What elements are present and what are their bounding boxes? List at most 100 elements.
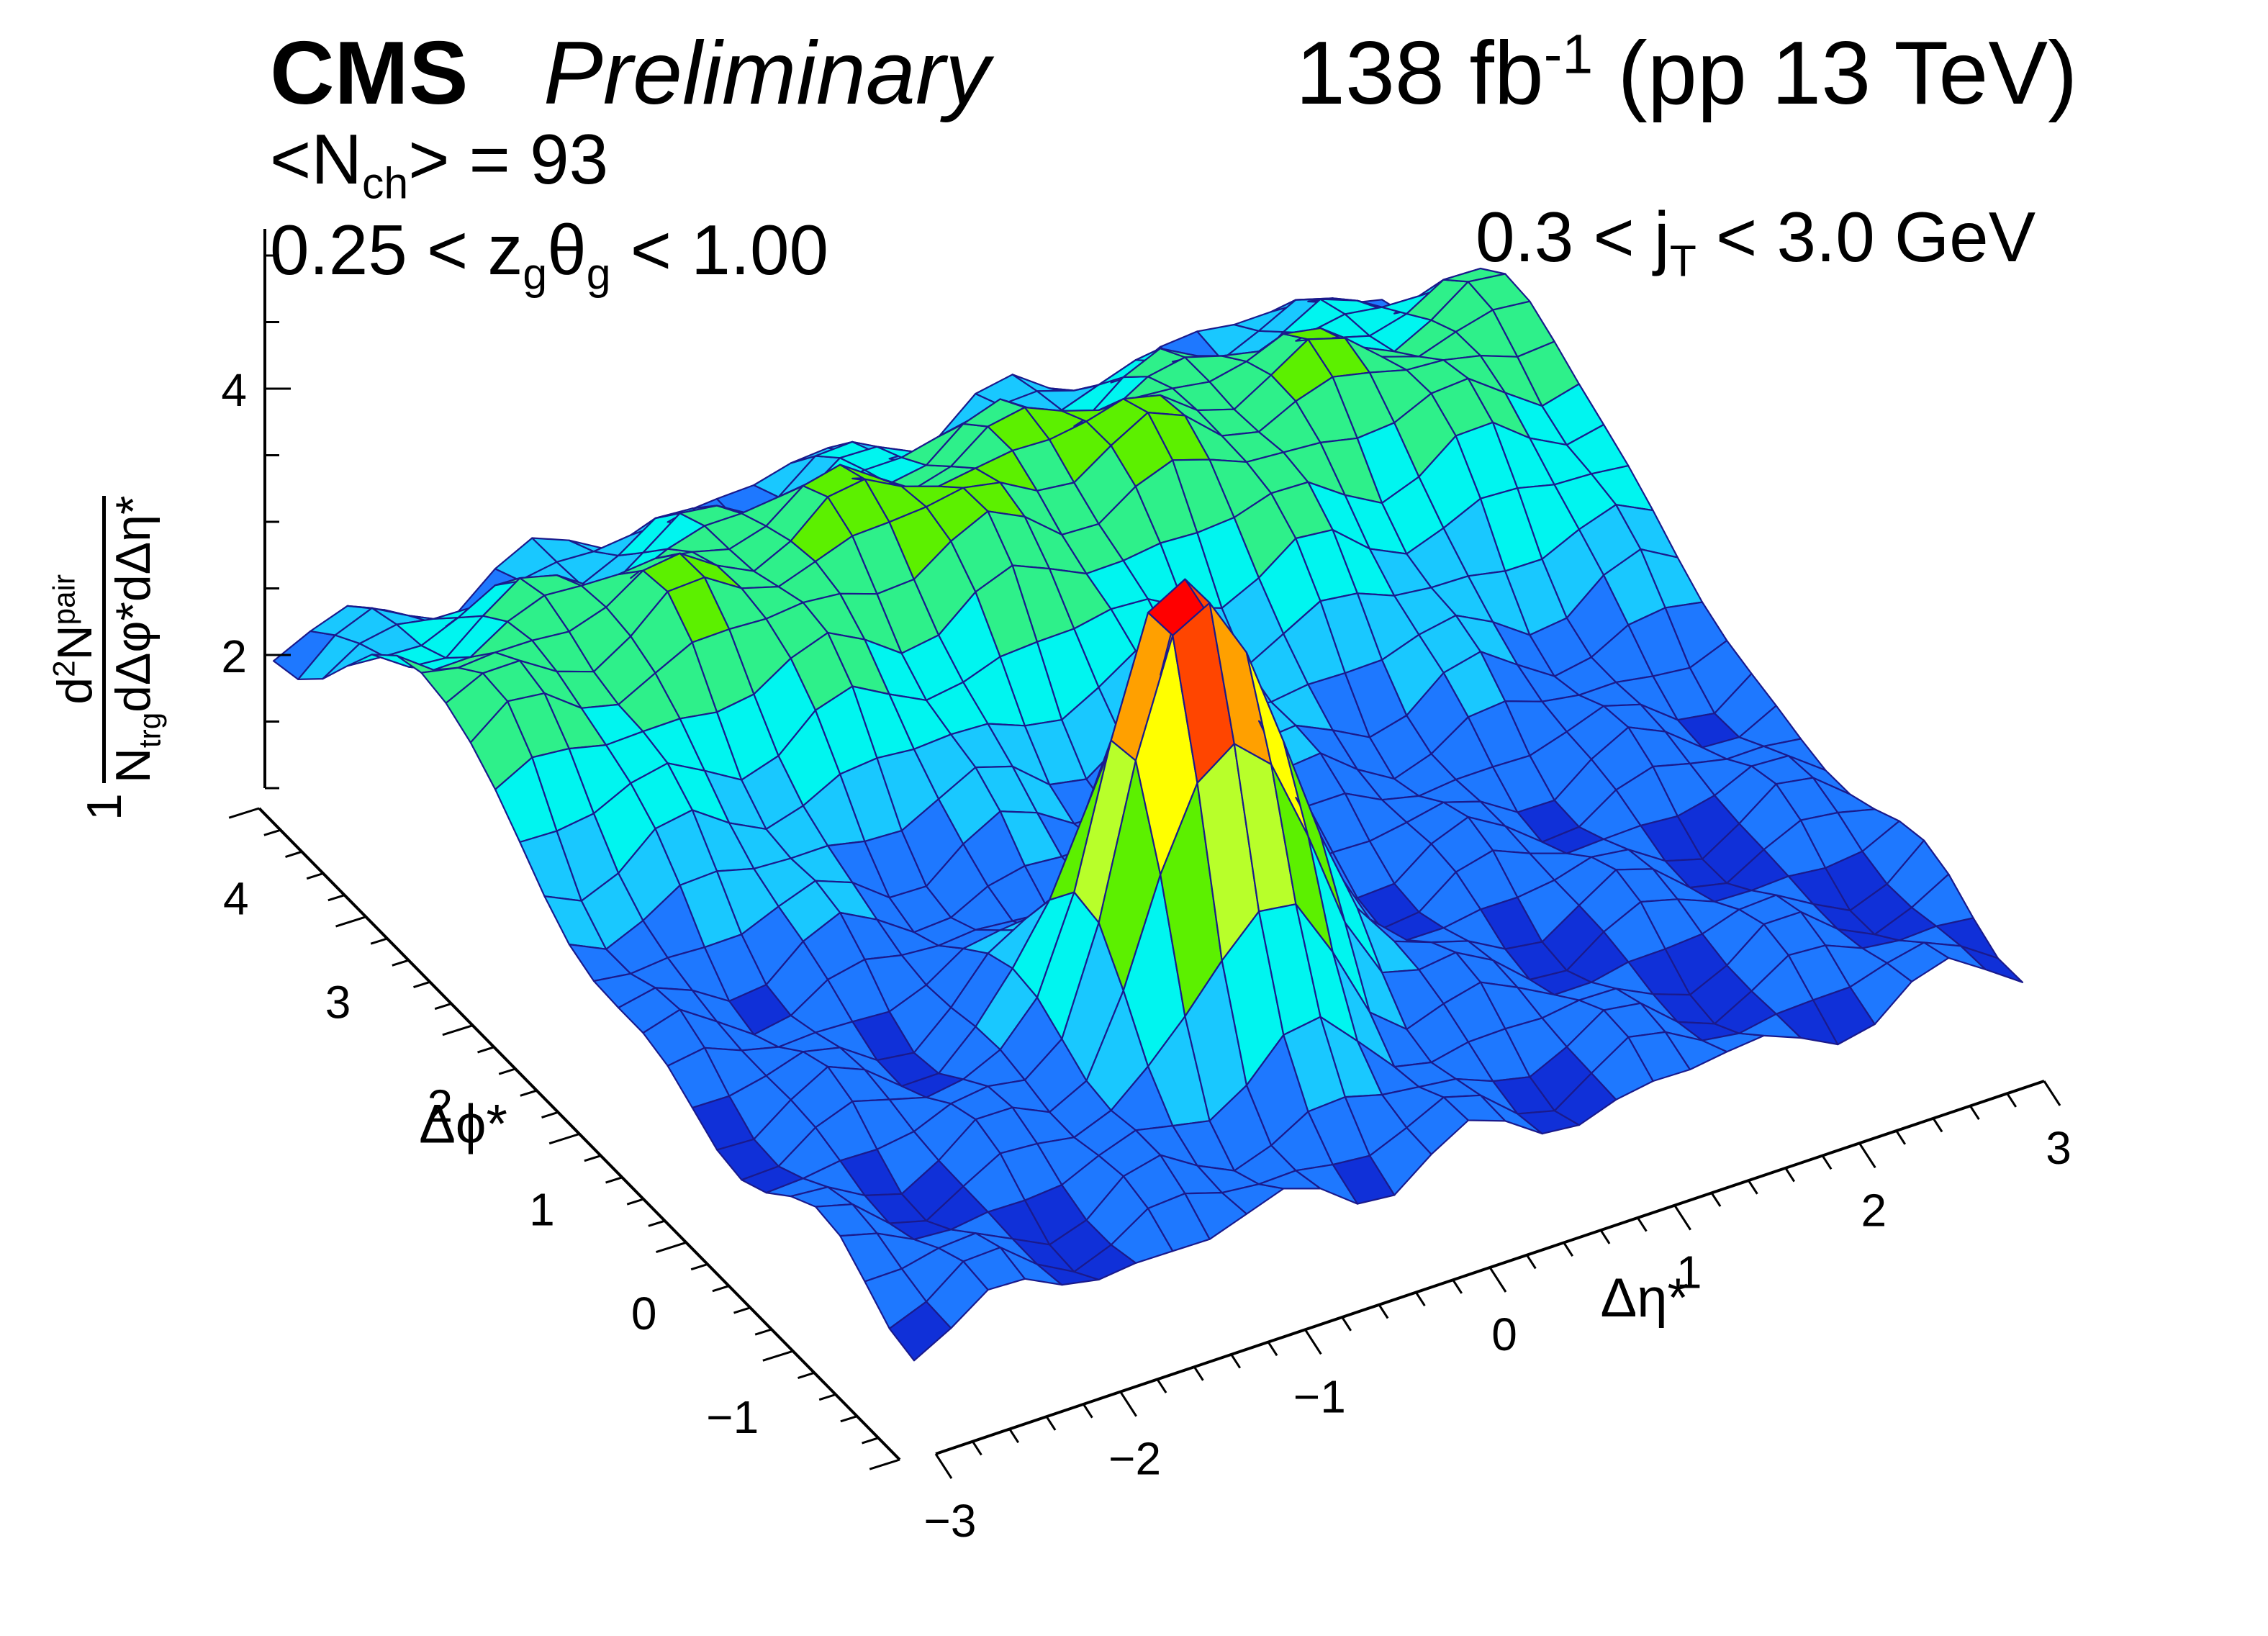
phi-tick: [285, 850, 302, 858]
phi-tick: [605, 1176, 623, 1184]
eta-tick-label: 3: [2046, 1122, 2072, 1174]
nch-pre: <N: [270, 119, 363, 199]
eta-tick: [1378, 1303, 1389, 1319]
experiment-label: CMS: [270, 24, 469, 123]
eta-tick: [1784, 1167, 1796, 1183]
eta-tick-label: −1: [1293, 1370, 1346, 1422]
jt-post: < 3.0 GeV: [1696, 197, 2036, 276]
phi-tick: [477, 1046, 494, 1054]
z-axis-title: 1 d2Npair NtrgdΔφ*dΔη*: [47, 495, 167, 821]
nch-sub: ch: [362, 158, 409, 208]
eta-tick-label: 0: [1491, 1309, 1517, 1360]
eta-tick: [1932, 1117, 1943, 1133]
eta-tick: [1969, 1105, 1980, 1121]
eta-tick: [934, 1453, 953, 1479]
eta-tick: [1858, 1142, 1876, 1169]
phi-tick: [584, 1154, 602, 1162]
phi-tick: [498, 1067, 516, 1075]
phi-axis-title: Δϕ*: [419, 1094, 507, 1155]
lumi-tail: (pp 13 TeV): [1593, 24, 2078, 123]
phi-tick: [434, 1003, 452, 1011]
phi-tick: [818, 1393, 836, 1401]
eta-tick-label: −3: [924, 1495, 977, 1547]
phi-tick-label: 3: [325, 976, 351, 1028]
eta-tick: [1637, 1217, 1648, 1232]
z-axis-one: 1: [76, 793, 132, 821]
phi-tick: [541, 1111, 559, 1118]
phi-tick: [840, 1415, 858, 1423]
phi-tick: [520, 1089, 538, 1097]
phi-tick: [306, 872, 324, 880]
eta-tick: [1267, 1341, 1278, 1357]
zg-sub2: g: [586, 249, 611, 299]
phi-tick: [862, 1437, 879, 1445]
phi-tick: [228, 807, 260, 819]
zg-theta-label: 0.25 < zgθg < 1.00: [270, 214, 828, 296]
lumi-exponent: -1: [1543, 23, 1594, 86]
phi-tick: [869, 1458, 900, 1470]
phi-tick: [548, 1133, 580, 1145]
eta-tick: [1156, 1378, 1167, 1393]
eta-tick: [1821, 1154, 1833, 1170]
eta-tick: [1193, 1366, 1204, 1381]
eta-tick: [1008, 1428, 1020, 1443]
surface-mesh: [272, 267, 2024, 1362]
phi-tick: [762, 1350, 794, 1362]
eta-tick-label: −2: [1108, 1433, 1161, 1485]
status-label: Preliminary: [543, 24, 990, 123]
eta-axis-title: Δη*: [1600, 1267, 1689, 1329]
eta-tick: [1488, 1267, 1507, 1293]
zg-pre: 0.25 < z: [270, 210, 523, 289]
phi-tick: [392, 959, 410, 967]
phi-tick: [690, 1263, 708, 1271]
z-axis-numerator: d2Npair: [47, 495, 106, 784]
phi-tick: [712, 1285, 730, 1293]
multiplicity-label: <Nch> = 93: [270, 124, 608, 205]
z-tick-label: 4: [221, 364, 247, 416]
phi-tick-label: −1: [706, 1391, 759, 1443]
zg-post: < 1.00: [610, 210, 828, 289]
zg-theta: θ: [547, 210, 587, 289]
eta-tick: [1230, 1354, 1242, 1369]
eta-tick: [1599, 1229, 1611, 1244]
lumi-value: 138 fb: [1296, 24, 1544, 123]
eta-tick: [1119, 1391, 1137, 1417]
eta-tick: [1045, 1416, 1057, 1431]
eta-tick: [1415, 1291, 1426, 1307]
phi-tick: [263, 828, 281, 836]
eta-tick: [972, 1440, 982, 1456]
eta-tick: [2006, 1093, 2018, 1108]
phi-tick: [442, 1024, 474, 1036]
eta-tick-label: 1: [1676, 1247, 1702, 1298]
phi-tick-label: 0: [631, 1288, 657, 1339]
phi-tick-label: 1: [529, 1184, 555, 1236]
eta-tick: [1710, 1192, 1722, 1207]
phi-tick: [335, 916, 366, 928]
jt-sub: T: [1669, 236, 1697, 286]
eta-tick: [1748, 1180, 1758, 1195]
phi-tick: [626, 1198, 644, 1206]
phi-tick: [370, 937, 388, 945]
phi-tick: [413, 980, 430, 988]
nch-post: > = 93: [408, 119, 609, 199]
phi-tick: [327, 894, 345, 902]
jt-range-label: 0.3 < jT < 3.0 GeV: [1476, 202, 2036, 283]
phi-tick-label: 4: [223, 872, 249, 924]
jt-pre: 0.3 < j: [1476, 197, 1670, 276]
zg-sub1: g: [523, 249, 548, 299]
eta-tick: [2043, 1080, 2061, 1106]
eta-tick: [1673, 1204, 1691, 1231]
surface-cell: [1960, 945, 2024, 983]
z-tick-label: 2: [221, 631, 247, 682]
eta-tick: [1563, 1242, 1574, 1257]
eta-tick: [1526, 1254, 1537, 1270]
eta-tick: [1452, 1279, 1463, 1294]
eta-tick: [1083, 1404, 1093, 1419]
phi-tick: [754, 1328, 772, 1336]
eta-tick: [1895, 1130, 1907, 1145]
z-axis-denominator: NtrgdΔφ*dΔη*: [106, 495, 167, 784]
phi-tick: [733, 1306, 751, 1314]
eta-tick: [1304, 1329, 1322, 1355]
phi-tick: [648, 1219, 666, 1227]
